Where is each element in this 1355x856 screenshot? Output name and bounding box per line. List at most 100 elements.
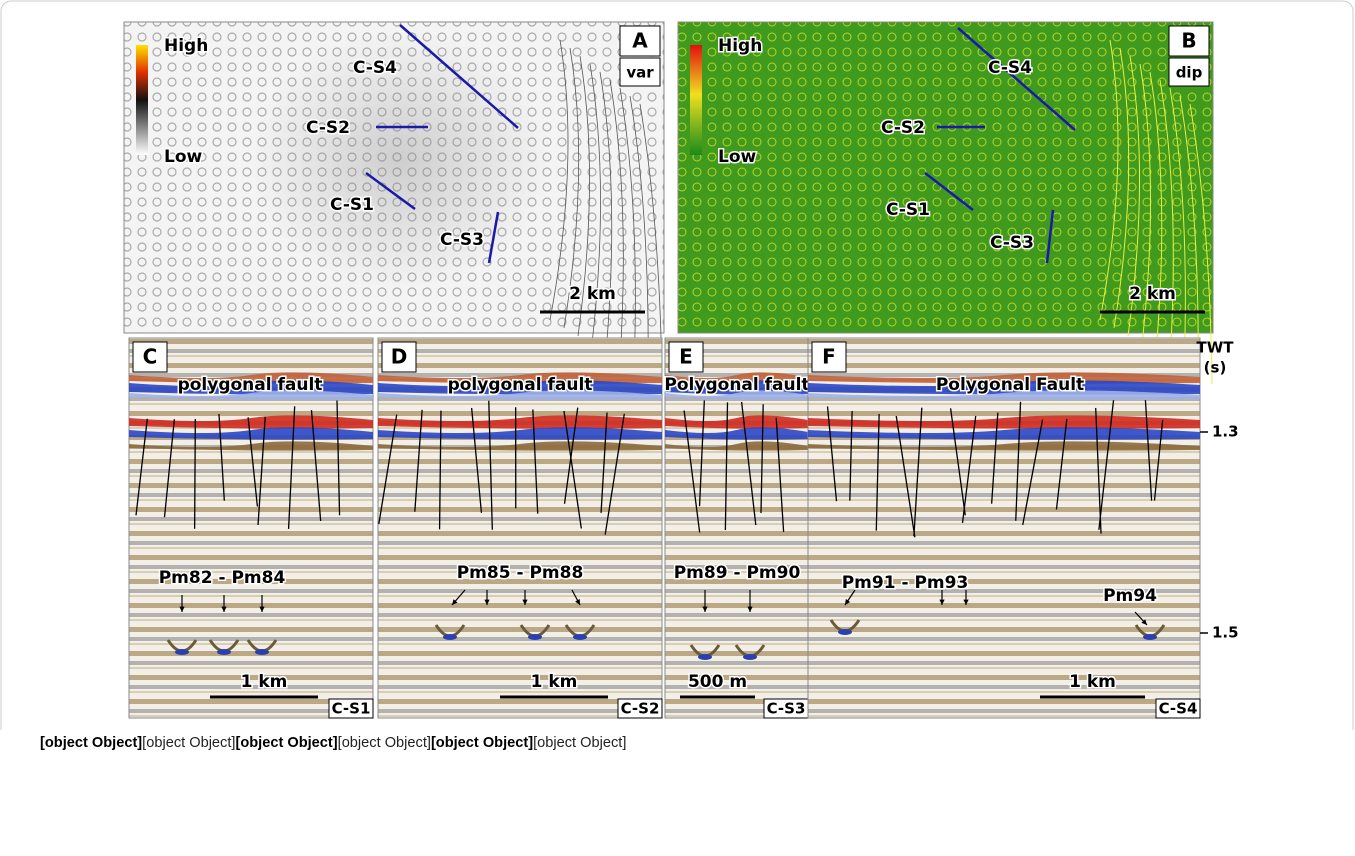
fault: [532, 409, 539, 514]
fault-label: Polygonal fault: [664, 375, 809, 395]
scale-label: 500 m: [688, 672, 747, 692]
fault: [563, 410, 582, 529]
panel-letter: E: [679, 345, 693, 369]
fault: [218, 413, 225, 501]
fault-trace: [1139, 63, 1152, 345]
fault: [826, 406, 838, 502]
survey-line-label: C-S4: [353, 58, 397, 78]
fault-trace: [563, 47, 580, 329]
figure-border: [0, 0, 1354, 730]
pockmark-base: [217, 649, 231, 655]
fault: [135, 418, 148, 516]
fault: [961, 415, 977, 523]
scale-label: 2 km: [1129, 284, 1176, 304]
caption-segment: [object Object]: [430, 735, 534, 751]
arrow-head: [702, 606, 708, 612]
legend-low: Low: [718, 147, 757, 167]
fault: [604, 413, 625, 535]
arrow-head: [452, 599, 458, 605]
panel-letter-box: [811, 341, 847, 373]
fault: [1022, 419, 1044, 526]
legend-high: High: [718, 36, 762, 56]
fault: [247, 417, 259, 507]
survey-line-label: C-S3: [440, 230, 484, 250]
panel-letter: B: [1181, 29, 1196, 53]
fault: [563, 407, 579, 504]
caption-segment: [object Object]: [235, 735, 338, 751]
arrow-head: [259, 606, 265, 612]
attribute-label: dip: [1176, 64, 1203, 82]
arrow-head: [221, 606, 227, 612]
line-id-box: [328, 698, 374, 719]
section-background: [807, 337, 1201, 719]
attribute-box: [619, 57, 661, 87]
pockmark-base: [743, 654, 757, 660]
panel-letter-box: [132, 341, 168, 373]
panel-letter-box: [619, 25, 661, 57]
panel-letter-box: [381, 341, 417, 373]
fault: [724, 402, 729, 531]
panel-letter-box: [1168, 25, 1210, 57]
pockmark-base: [443, 634, 457, 640]
fault: [1153, 419, 1164, 501]
fault: [1015, 401, 1022, 521]
survey-line: [1045, 209, 1055, 264]
fault: [336, 400, 341, 516]
fault-trace: [1189, 103, 1213, 385]
fault-trace: [1113, 47, 1130, 329]
reflector-band: [808, 441, 1200, 451]
fault-trace: [577, 55, 590, 337]
fault-label: polygonal fault: [178, 375, 323, 395]
arrow-head: [1141, 619, 1147, 625]
attribute-label: var: [626, 64, 654, 82]
line-id: C-S3: [767, 700, 806, 718]
fault: [875, 414, 880, 531]
survey-line: [924, 172, 974, 211]
fault: [990, 412, 999, 504]
line-id: C-S2: [621, 700, 660, 718]
fault: [438, 410, 442, 530]
survey-line: [957, 27, 1076, 131]
legend-high: High: [164, 36, 208, 56]
line-id-box: [1155, 698, 1201, 719]
pockmark-base: [528, 634, 542, 640]
fault-trace: [609, 79, 624, 361]
fault-trace: [1159, 79, 1174, 361]
fault-trace: [1169, 87, 1186, 369]
axis-tick-label: 1.5: [1212, 624, 1239, 642]
arrow-head: [484, 599, 490, 605]
fault: [1095, 407, 1102, 534]
fault: [775, 417, 785, 532]
line-id-box: [617, 698, 663, 719]
fault: [310, 410, 322, 521]
survey-line: [365, 171, 416, 211]
fault: [600, 412, 608, 513]
reflector-band: [665, 441, 808, 451]
arrow-head: [179, 606, 185, 612]
arrow-head: [963, 599, 969, 605]
reflector-band: [129, 427, 373, 440]
pockmark-label: Pm85 - Pm88: [457, 563, 584, 583]
fault: [257, 416, 266, 526]
attribute-box: [1168, 57, 1210, 87]
fault: [683, 410, 701, 533]
reflector-band: [378, 390, 662, 400]
arrow-head: [747, 606, 753, 612]
reflector-band: [665, 415, 808, 429]
fault: [1098, 400, 1115, 530]
fault-trace: [1179, 95, 1199, 377]
line-id: C-S1: [332, 700, 371, 718]
fault: [849, 410, 853, 501]
axis-title: TWT: [1196, 339, 1234, 357]
fault: [163, 419, 176, 518]
pockmark-label: Pm82 - Pm84: [159, 568, 286, 588]
scale-label: 1 km: [241, 672, 288, 692]
colorbar: [136, 45, 148, 155]
reflector-band: [129, 390, 373, 400]
fault-label: Polygonal Fault: [936, 375, 1084, 395]
axis-unit: (s): [1204, 359, 1227, 377]
fault: [698, 400, 705, 507]
fault-trace: [629, 95, 649, 377]
